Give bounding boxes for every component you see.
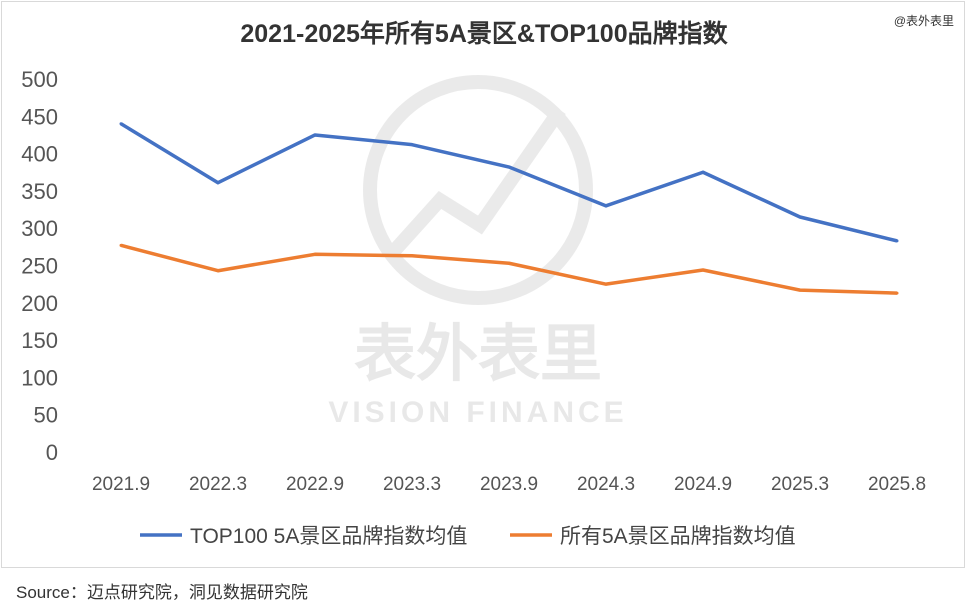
- data-point: [410, 254, 414, 258]
- watermark-logo-icon: [363, 75, 593, 305]
- x-tick-label: 2025.8: [868, 474, 926, 495]
- data-point: [895, 291, 899, 295]
- x-tick-label: 2022.9: [286, 474, 344, 495]
- x-tick-label: 2023.9: [480, 474, 538, 495]
- x-tick-label: 2022.3: [189, 474, 247, 495]
- data-point: [507, 261, 511, 265]
- y-tick-label: 200: [21, 291, 58, 316]
- x-tick-label: 2023.3: [383, 474, 441, 495]
- y-tick-label: 250: [21, 254, 58, 279]
- line-chart: 表外表里 VISION FINANCE 2021-2025年所有5A景区&TOP…: [21, 19, 926, 548]
- y-tick-label: 400: [21, 142, 58, 167]
- credit-label: @表外表里: [893, 14, 954, 28]
- watermark-en: VISION FINANCE: [328, 396, 627, 429]
- data-point: [895, 239, 899, 243]
- data-point: [701, 268, 705, 272]
- data-point: [216, 181, 220, 185]
- data-point: [313, 133, 317, 137]
- x-tick-label: 2025.3: [771, 474, 829, 495]
- data-point: [410, 143, 414, 147]
- y-tick-label: 100: [21, 365, 58, 390]
- watermark: 表外表里 VISION FINANCE: [328, 75, 627, 429]
- x-tick-label: 2021.9: [92, 474, 150, 495]
- data-point: [119, 243, 123, 247]
- legend-label: TOP100 5A景区品牌指数均值: [190, 525, 467, 548]
- y-tick-label: 450: [21, 104, 58, 129]
- y-tick-label: 350: [21, 179, 58, 204]
- data-point: [507, 165, 511, 169]
- chart-frame: [1, 1, 965, 568]
- watermark-arrow-icon: [389, 106, 566, 255]
- legend-label: 所有5A景区品牌指数均值: [560, 525, 796, 548]
- data-point: [604, 204, 608, 208]
- y-tick-label: 300: [21, 216, 58, 241]
- data-point: [798, 215, 802, 219]
- series-line-1: [120, 243, 898, 295]
- data-point: [798, 288, 802, 292]
- y-tick-label: 50: [34, 403, 58, 428]
- x-tick-label: 2024.9: [674, 474, 732, 495]
- y-tick-label: 0: [46, 440, 58, 465]
- data-point: [701, 170, 705, 174]
- data-point: [313, 252, 317, 256]
- watermark-cn: 表外表里: [354, 320, 602, 389]
- x-tick-label: 2024.3: [577, 474, 635, 495]
- data-point: [604, 282, 608, 286]
- y-tick-label: 500: [21, 67, 58, 92]
- source-note: Source：迈点研究院，洞见数据研究院: [16, 583, 308, 602]
- chart-title: 2021-2025年所有5A景区&TOP100品牌指数: [240, 19, 728, 48]
- data-point: [216, 269, 220, 273]
- y-tick-label: 150: [21, 328, 58, 353]
- data-point: [119, 122, 123, 126]
